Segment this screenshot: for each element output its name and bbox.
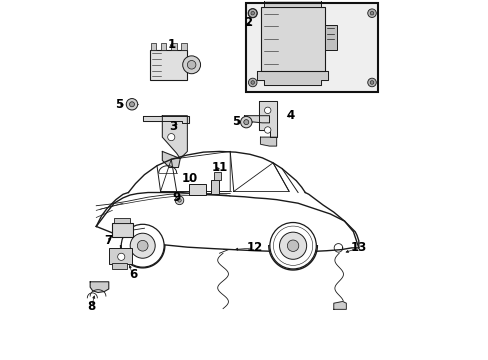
- Circle shape: [250, 12, 254, 15]
- Circle shape: [118, 253, 124, 260]
- Bar: [214, 172, 220, 180]
- Circle shape: [183, 56, 200, 74]
- Circle shape: [130, 233, 155, 258]
- Circle shape: [369, 81, 373, 84]
- Text: 7: 7: [104, 234, 112, 247]
- Polygon shape: [244, 116, 269, 123]
- Circle shape: [121, 224, 164, 267]
- Polygon shape: [257, 71, 328, 85]
- Bar: [324, 24, 337, 50]
- Text: 9: 9: [172, 192, 181, 204]
- Text: 5: 5: [114, 99, 122, 112]
- Circle shape: [367, 78, 376, 87]
- Bar: [114, 217, 130, 223]
- Circle shape: [279, 232, 306, 259]
- Polygon shape: [258, 102, 276, 137]
- Text: 12: 12: [246, 241, 262, 255]
- Bar: [108, 248, 132, 264]
- Circle shape: [367, 9, 376, 18]
- Text: 6: 6: [129, 268, 137, 281]
- Bar: [111, 223, 133, 237]
- Circle shape: [167, 134, 175, 141]
- Polygon shape: [90, 282, 108, 293]
- Bar: [264, 0, 321, 7]
- Bar: [149, 50, 187, 80]
- Circle shape: [264, 107, 270, 113]
- Polygon shape: [162, 152, 180, 167]
- Polygon shape: [142, 116, 189, 123]
- Circle shape: [264, 127, 270, 133]
- Circle shape: [248, 9, 257, 18]
- Polygon shape: [162, 116, 187, 158]
- Bar: [170, 43, 176, 50]
- Circle shape: [187, 60, 196, 69]
- Bar: [189, 184, 206, 195]
- Circle shape: [240, 116, 251, 128]
- Bar: [210, 180, 219, 194]
- Circle shape: [248, 78, 257, 87]
- Circle shape: [244, 120, 248, 125]
- Text: 8: 8: [87, 300, 96, 313]
- Circle shape: [129, 102, 134, 107]
- Bar: [246, 3, 378, 93]
- Text: 10: 10: [182, 172, 198, 185]
- Circle shape: [137, 240, 148, 251]
- Polygon shape: [260, 137, 276, 146]
- Polygon shape: [333, 301, 346, 309]
- Circle shape: [177, 199, 181, 202]
- Circle shape: [175, 196, 183, 204]
- Bar: [181, 43, 186, 50]
- Text: 2: 2: [244, 16, 252, 29]
- Text: 1: 1: [167, 38, 175, 51]
- Bar: [112, 263, 126, 269]
- Circle shape: [287, 240, 298, 251]
- Text: 4: 4: [286, 109, 294, 122]
- Text: 3: 3: [169, 120, 177, 133]
- Bar: [260, 7, 324, 71]
- Circle shape: [369, 12, 373, 15]
- Text: 5: 5: [232, 114, 240, 127]
- Text: 11: 11: [211, 161, 227, 174]
- Bar: [246, 3, 378, 93]
- Bar: [150, 43, 156, 50]
- Bar: [161, 43, 166, 50]
- Circle shape: [250, 81, 254, 84]
- Text: 13: 13: [350, 241, 366, 255]
- Circle shape: [126, 99, 138, 110]
- Circle shape: [269, 222, 316, 269]
